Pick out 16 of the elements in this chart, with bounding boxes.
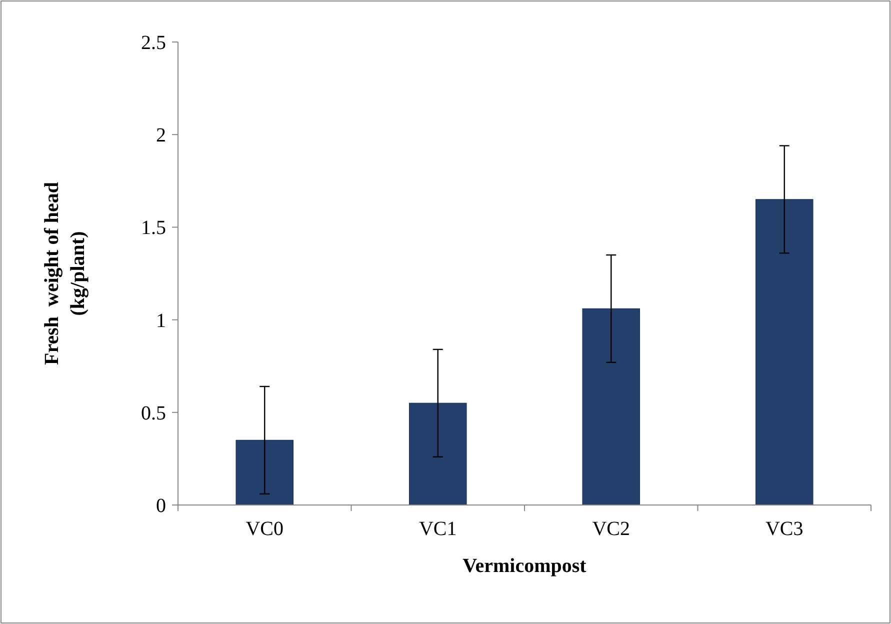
bar <box>582 308 640 506</box>
y-tick-label: 0.5 <box>141 402 166 424</box>
x-tick-label: VC1 <box>418 518 457 540</box>
y-tick-label: 2 <box>156 124 166 147</box>
y-axis-title: Fresh weight of head (kg/plant) <box>41 182 89 365</box>
bar <box>408 402 467 506</box>
x-tick-label: VC2 <box>592 518 630 540</box>
bar <box>755 199 814 506</box>
y-tick-label: 0 <box>156 495 166 517</box>
x-axis-title: Vermicompost <box>462 555 587 577</box>
x-tick-label: VC3 <box>765 518 804 540</box>
y-tick-label: 1 <box>156 310 166 332</box>
bar <box>236 440 294 506</box>
y-tick-label: 2.5 <box>141 32 166 54</box>
x-tick-label: VC0 <box>246 518 284 540</box>
y-tick-label: 1.5 <box>141 217 166 240</box>
